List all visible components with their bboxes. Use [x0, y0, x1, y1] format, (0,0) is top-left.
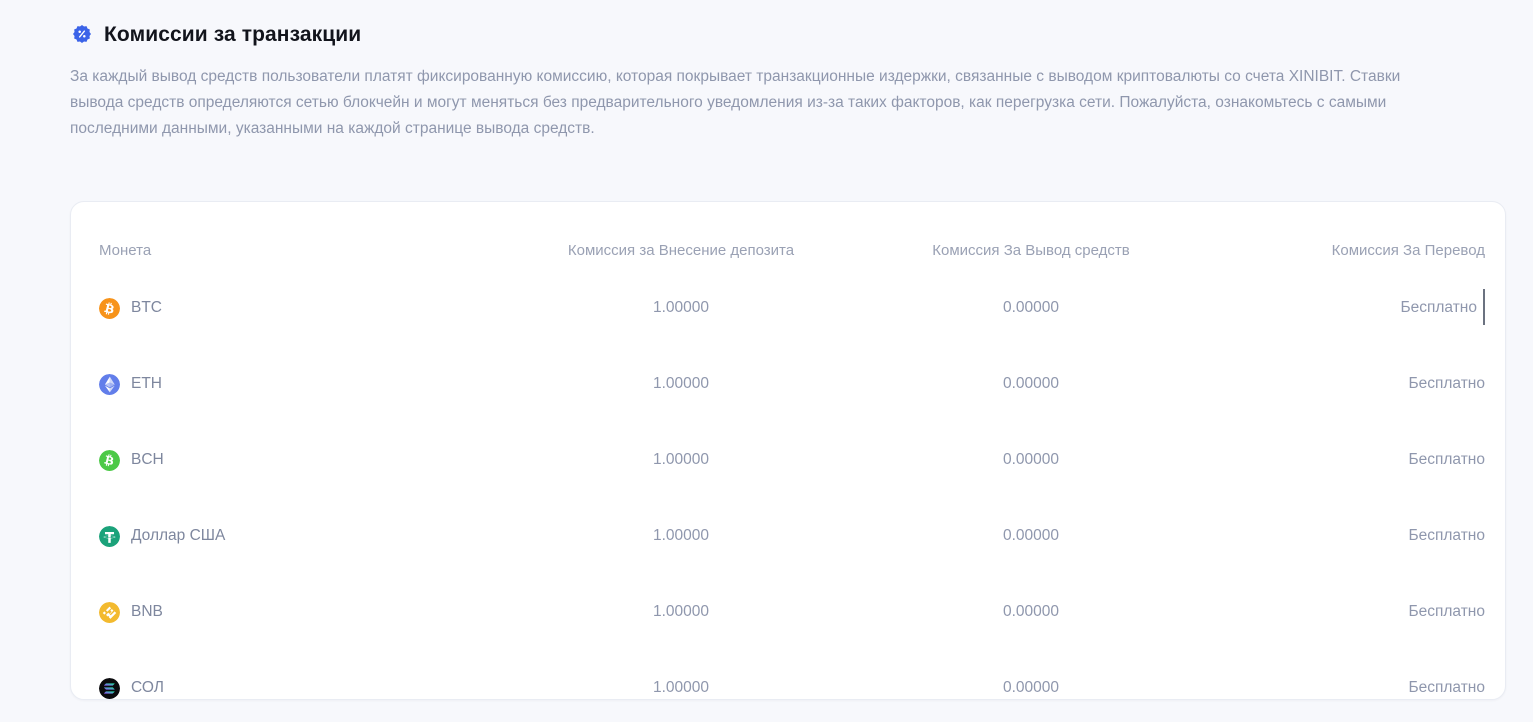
section-description: За каждый вывод средств пользователи пла… — [70, 68, 1401, 137]
section-header: Комиссии за транзакции — [0, 0, 1533, 50]
column-header-withdraw-fee: Комиссия За Вывод средств — [932, 242, 1130, 259]
table-row: BCH 1.00000 0.00000 Бесплатно — [71, 422, 1505, 498]
table-row: ETH 1.00000 0.00000 Бесплатно — [71, 346, 1505, 422]
cell-transfer-fee: Бесплатно — [1408, 451, 1485, 468]
cell-deposit-fee: 1.00000 — [652, 299, 710, 316]
table-body: BTC 1.00000 0.00000 Бесплатно — [71, 270, 1505, 699]
cell-withdraw-fee: 0.00000 — [1002, 679, 1060, 696]
cell-coin: BNB — [71, 574, 501, 650]
percent-badge-icon — [70, 22, 94, 46]
sol-icon — [99, 677, 120, 699]
cell-deposit-fee: 1.00000 — [652, 375, 710, 392]
column-header-transfer-fee: Комиссия За Перевод — [1331, 242, 1485, 259]
table-head: Монета Комиссия за Внесение депозита Ком… — [71, 202, 1505, 270]
cell-coin: BCH — [71, 422, 501, 498]
transfer-fee-label: Бесплатно — [1400, 299, 1477, 317]
cell-transfer-fee: Бесплатно — [1408, 603, 1485, 620]
coin-label: СОЛ — [131, 679, 164, 697]
coin-label: ETH — [131, 375, 162, 393]
fees-table: Монета Комиссия за Внесение депозита Ком… — [71, 202, 1505, 699]
usdt-icon — [99, 525, 120, 547]
eth-icon — [99, 373, 120, 395]
column-header-deposit-fee: Комиссия за Внесение депозита — [567, 242, 795, 259]
cell-withdraw-fee: 0.00000 — [1002, 527, 1060, 544]
coin-label: Доллар США — [131, 527, 226, 545]
cell-withdraw-fee: 0.00000 — [1002, 299, 1060, 316]
cell-deposit-fee: 1.00000 — [652, 603, 710, 620]
table-row: BTC 1.00000 0.00000 Бесплатно — [71, 270, 1505, 346]
table-row: СОЛ 1.00000 0.00000 Бесплатно — [71, 650, 1505, 699]
bch-icon — [99, 449, 120, 471]
fees-card: Монета Комиссия за Внесение депозита Ком… — [70, 201, 1506, 700]
cell-deposit-fee: 1.00000 — [652, 679, 710, 696]
coin-label: BNB — [131, 603, 163, 621]
cell-coin: СОЛ — [71, 650, 501, 699]
cell-deposit-fee: 1.00000 — [652, 451, 710, 468]
text-caret — [1483, 289, 1485, 325]
table-row: Доллар США 1.00000 0.00000 Бесплатно — [71, 498, 1505, 574]
cell-coin: BTC — [71, 270, 501, 346]
table-row: BNB 1.00000 0.00000 Бесплатно — [71, 574, 1505, 650]
cell-deposit-fee: 1.00000 — [652, 527, 710, 544]
bnb-icon — [99, 601, 120, 623]
cell-coin: Доллар США — [71, 498, 501, 574]
cell-transfer-fee: Бесплатно — [1201, 270, 1505, 346]
cell-transfer-fee: Бесплатно — [1408, 375, 1485, 392]
btc-icon — [99, 297, 120, 319]
cell-transfer-fee: Бесплатно — [1408, 679, 1485, 696]
cell-withdraw-fee: 0.00000 — [1002, 603, 1060, 620]
coin-label: BTC — [131, 299, 162, 317]
cell-withdraw-fee: 0.00000 — [1002, 451, 1060, 468]
column-header-coin: Монета — [99, 242, 152, 259]
page-title: Комиссии за транзакции — [104, 22, 362, 46]
cell-withdraw-fee: 0.00000 — [1002, 375, 1060, 392]
table-header-row: Монета Комиссия за Внесение депозита Ком… — [71, 202, 1505, 270]
coin-label: BCH — [131, 451, 164, 469]
cell-transfer-fee: Бесплатно — [1408, 527, 1485, 544]
cell-coin: ETH — [71, 346, 501, 422]
